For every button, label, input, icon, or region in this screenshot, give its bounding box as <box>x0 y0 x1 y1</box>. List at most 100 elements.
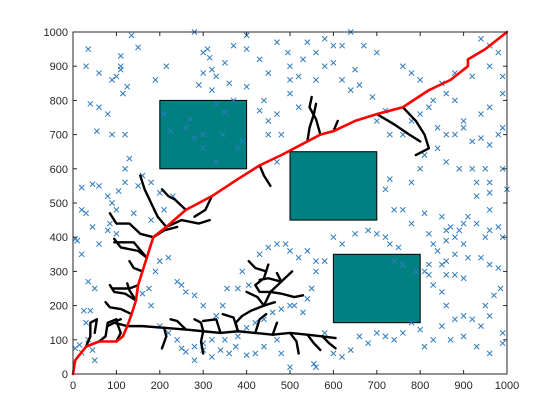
sample-point <box>287 247 293 254</box>
sample-point <box>83 63 89 70</box>
sample-point <box>217 347 224 354</box>
sample-point <box>386 131 393 138</box>
sample-point <box>486 104 493 111</box>
sample-point <box>499 234 506 241</box>
x-tick-label: 200 <box>151 380 169 392</box>
sample-point <box>421 343 428 350</box>
sample-point <box>421 210 428 217</box>
sample-point <box>434 124 441 131</box>
sample-point <box>478 135 484 141</box>
sample-point <box>443 90 450 97</box>
sample-point <box>83 210 89 217</box>
sample-point <box>156 189 163 196</box>
sample-point <box>417 111 424 118</box>
sample-point <box>152 268 159 275</box>
tree-branch <box>306 333 322 352</box>
sample-point <box>313 76 319 83</box>
sample-point <box>163 63 170 70</box>
sample-point <box>161 111 168 118</box>
sample-point <box>399 131 406 138</box>
sample-point <box>330 59 337 66</box>
sample-point <box>373 49 380 56</box>
x-tick-label: 300 <box>194 380 212 392</box>
sample-point <box>230 42 237 49</box>
sample-point <box>119 90 126 97</box>
sample-point <box>178 345 185 352</box>
sample-point <box>408 70 415 76</box>
sample-point <box>373 117 380 124</box>
sample-point <box>443 159 450 165</box>
sample-point <box>464 213 471 220</box>
sample-point <box>208 353 215 360</box>
sample-point <box>213 73 220 80</box>
sample-point <box>365 340 372 347</box>
sample-point <box>499 73 506 80</box>
sample-point <box>295 73 302 80</box>
sample-point <box>200 49 207 56</box>
x-tick-label: 600 <box>324 380 342 392</box>
sample-point <box>391 336 398 343</box>
sample-point <box>425 271 432 278</box>
sample-point <box>443 131 450 138</box>
sample-point <box>256 251 263 258</box>
sample-point <box>313 268 319 275</box>
tree-branch <box>169 318 188 331</box>
sample-point <box>495 223 502 230</box>
sample-point <box>256 107 263 114</box>
sample-point <box>234 285 241 292</box>
tree-branch <box>254 312 268 335</box>
sample-point <box>386 241 393 247</box>
tree-branch <box>401 106 431 157</box>
x-tick-label: 100 <box>107 380 125 392</box>
sample-point <box>451 271 458 278</box>
sample-point <box>438 323 445 330</box>
tree-branches-layer <box>84 95 431 355</box>
obstacle-layer <box>159 99 421 324</box>
sample-point <box>425 230 432 237</box>
sample-point <box>434 247 441 254</box>
sample-point <box>165 254 172 261</box>
sample-point <box>113 73 120 80</box>
sample-point <box>365 227 372 234</box>
sample-point <box>243 83 250 90</box>
sample-point <box>460 117 467 124</box>
sample-point <box>274 159 280 165</box>
tree-branch <box>247 259 268 273</box>
sample-point <box>460 312 467 319</box>
tree-branch <box>165 218 211 229</box>
tree-branch <box>258 164 272 188</box>
sample-point <box>287 302 293 309</box>
sample-point <box>482 302 489 309</box>
sample-point <box>89 347 96 354</box>
sample-point <box>295 254 302 261</box>
sample-point <box>191 292 198 299</box>
sample-point <box>204 46 211 53</box>
sample-point <box>261 97 267 104</box>
sample-point <box>148 217 155 224</box>
sample-point <box>486 179 493 186</box>
obstacle-3 <box>332 253 421 324</box>
y-tick-label: 400 <box>50 232 68 244</box>
sample-point <box>269 309 276 316</box>
sample-point <box>473 179 480 186</box>
sample-point <box>486 350 493 357</box>
sample-point <box>122 131 129 138</box>
path-layer <box>71 30 509 376</box>
sample-point <box>261 343 267 350</box>
sample-point <box>232 343 239 350</box>
sample-point <box>356 82 363 88</box>
sample-point <box>360 42 367 49</box>
sample-point <box>478 323 484 330</box>
sample-point <box>313 364 319 371</box>
sample-point <box>339 241 346 247</box>
sample-point <box>278 306 285 312</box>
y-tick-label: 600 <box>50 164 68 176</box>
sample-point <box>495 49 502 56</box>
sample-point <box>239 268 246 275</box>
tree-branch <box>108 212 155 239</box>
sample-point <box>499 340 506 347</box>
sample-point <box>74 237 81 244</box>
sample-point <box>206 54 213 61</box>
sample-point <box>167 128 174 135</box>
sample-point <box>321 330 328 336</box>
